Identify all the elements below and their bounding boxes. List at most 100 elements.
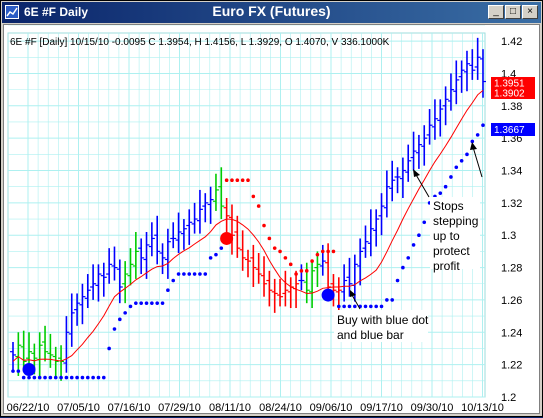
- stops-arrow-line-1: [414, 172, 430, 198]
- chart-plot-area[interactable]: 1.42 1.4 1.38 1.36 1.34 1.32 1.3 1.28 1.26 1.24 1.…: [3, 24, 540, 414]
- price-tag-stop: 1.3667: [494, 125, 525, 136]
- stop-dot: [475, 133, 480, 137]
- stop-dot: [454, 165, 459, 170]
- stop-dot: [91, 375, 95, 380]
- stops-line-2: stepping: [433, 214, 478, 228]
- maximize-button[interactable]: □: [505, 5, 521, 19]
- y-tick-label: 1.42: [501, 36, 522, 48]
- buy-annotation: Buy with blue dot and blue bar: [334, 290, 429, 342]
- x-tick-label: 07/16/10: [108, 402, 151, 413]
- stop-dot: [75, 375, 79, 380]
- stop-dot: [336, 304, 341, 309]
- stop-dot: [347, 304, 352, 309]
- stop-dot: [443, 184, 448, 189]
- y-tick-label: 1.36: [501, 133, 522, 145]
- stop-dot: [390, 298, 395, 302]
- stop-dot: [262, 223, 266, 228]
- stop-dot: [203, 272, 208, 276]
- buy-arrow-line: [351, 294, 361, 310]
- stop-dot: [160, 301, 165, 305]
- stop-dot: [315, 252, 320, 257]
- trailing-stop-dots: [11, 123, 485, 380]
- stop-dot: [304, 269, 309, 273]
- stop-dot: [80, 375, 85, 380]
- title-bar[interactable]: 6E #F Daily Euro FX (Futures) _ □ ×: [2, 2, 541, 23]
- y-tick-label: 1.22: [501, 360, 522, 372]
- stop-dot: [235, 178, 240, 183]
- x-tick-label: 10/13/10: [461, 402, 504, 413]
- signal-markers: [22, 231, 335, 376]
- plot-frame: [7, 32, 486, 398]
- stop-dot: [43, 375, 47, 380]
- x-axis: 06/22/10 07/05/10 07/16/10 07/29/10 08/11/10…: [7, 402, 504, 414]
- buy-line-1: Buy with blue dot: [337, 313, 429, 327]
- stop-dot: [363, 304, 368, 309]
- stop-dot: [219, 246, 224, 250]
- stop-dot: [182, 272, 186, 276]
- stop-dot: [246, 178, 250, 183]
- stop-dot: [299, 269, 304, 273]
- stop-dot: [192, 272, 197, 276]
- buy-signal-marker: [22, 362, 36, 376]
- stop-dot: [326, 249, 330, 254]
- stop-dot: [369, 304, 373, 309]
- stop-dot: [166, 288, 170, 293]
- y-tick-label: 1.34: [501, 166, 522, 178]
- minimize-button[interactable]: _: [488, 5, 504, 19]
- price-tags: 1.3951 1.3902 1.3667: [491, 77, 535, 136]
- price-chart[interactable]: 1.421.41.381.361.341.321.31.281.261.241.…: [4, 24, 539, 414]
- price-tag-stop-bg: [491, 123, 535, 136]
- stop-dot: [481, 123, 485, 128]
- stop-dot: [411, 243, 416, 247]
- stops-line-5: profit: [433, 259, 460, 273]
- stop-dot: [176, 272, 181, 276]
- stop-dot: [107, 346, 111, 351]
- info-line: 6E #F [Daily] 10/15/10 -0.0095 C 1.3954,…: [10, 37, 390, 48]
- stop-dot: [150, 301, 154, 305]
- stop-dot: [449, 175, 453, 179]
- x-tick-label: 07/05/10: [57, 402, 100, 413]
- y-tick-label: 1.38: [501, 101, 522, 113]
- stop-dot: [139, 301, 143, 305]
- stops-arrow-head-1: [413, 169, 420, 177]
- stop-dot: [294, 272, 298, 276]
- stop-dot: [112, 327, 117, 331]
- stop-dot: [230, 178, 234, 183]
- buy-line-2: and blue bar: [337, 328, 404, 342]
- window-symbol-title: 6E #F Daily: [24, 5, 89, 19]
- buy-arrow-head: [350, 290, 356, 297]
- stop-dot: [101, 375, 106, 380]
- y-tick-label: 1.24: [501, 327, 522, 339]
- stop-dot: [422, 220, 427, 225]
- moving-average-line: [12, 90, 484, 362]
- y-tick-label: 1.26: [501, 295, 522, 307]
- stop-dot: [240, 178, 245, 183]
- price-tag-close: 1.3951: [494, 79, 525, 90]
- ma-path: [12, 90, 484, 362]
- stop-dot: [401, 265, 405, 270]
- chart-app-icon: [5, 5, 19, 19]
- stops-annotation-bg: [430, 197, 480, 269]
- stop-dot: [69, 375, 74, 380]
- stop-dot: [118, 317, 122, 322]
- stop-dot: [208, 256, 213, 260]
- stop-dot: [224, 178, 229, 183]
- stop-dot: [32, 375, 37, 380]
- stop-dot: [283, 256, 288, 260]
- stop-dot: [342, 304, 346, 309]
- stop-dot: [272, 246, 277, 250]
- stop-dot: [171, 278, 176, 283]
- stops-line-3: up to: [433, 229, 460, 243]
- stop-dot: [374, 304, 378, 309]
- close-button[interactable]: ×: [522, 5, 538, 19]
- stop-dot: [27, 375, 31, 380]
- x-tick-label: 09/17/10: [360, 402, 403, 413]
- stop-dot: [53, 375, 58, 380]
- stop-dot: [385, 298, 389, 302]
- stops-line-1: Stops: [433, 199, 464, 213]
- stop-dot: [353, 304, 357, 309]
- stop-dot: [465, 152, 469, 157]
- stop-dot: [417, 233, 421, 238]
- x-tick-label: 07/29/10: [158, 402, 201, 413]
